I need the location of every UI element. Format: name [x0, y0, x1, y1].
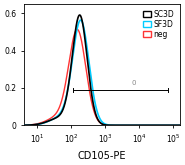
Legend: SC3D, SF3D, neg: SC3D, SF3D, neg [141, 8, 176, 40]
Text: 0: 0 [132, 80, 136, 86]
X-axis label: CD105-PE: CD105-PE [78, 151, 126, 161]
